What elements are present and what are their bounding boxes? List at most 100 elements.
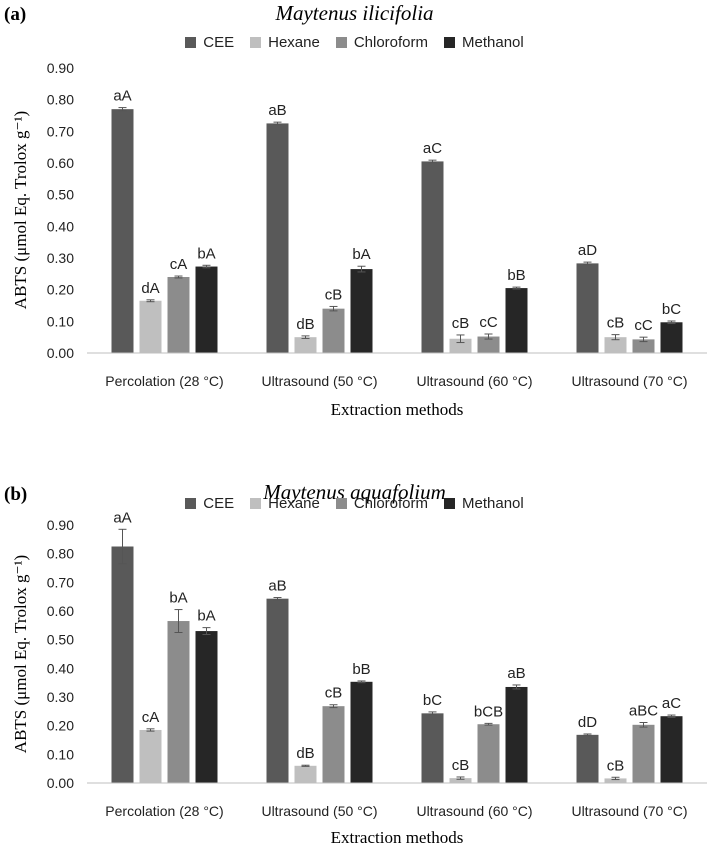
data-label: cB (607, 315, 625, 332)
y-tick-label: 0.90 (47, 517, 74, 533)
data-label: aA (113, 88, 131, 105)
y-tick-label: 0.90 (47, 60, 74, 76)
bar-cee (421, 713, 444, 783)
data-label: bA (197, 608, 215, 625)
data-label: aB (268, 578, 286, 595)
legend-item-chloroform: Chloroform (335, 495, 428, 512)
bar-hexane (139, 729, 162, 783)
data-label: bB (352, 661, 370, 678)
legend-label-hexane: Hexane (268, 34, 320, 51)
y-tick-label: 0.20 (47, 282, 74, 298)
legend-swatch-methanol (444, 498, 455, 509)
legend-swatch-methanol (444, 37, 455, 48)
x-category-label: Ultrasound (60 °C) (416, 373, 532, 389)
bar-chloroform (322, 308, 345, 353)
panel-a: (a) Maytenus ilicifolia CEE Hexane Chlor… (0, 0, 709, 425)
bar-cee (266, 598, 289, 783)
data-label: bB (507, 267, 525, 284)
legend-label-chloroform: Chloroform (353, 495, 428, 512)
panel-letter-b: (b) (4, 484, 28, 505)
legend-label-chloroform: Chloroform (353, 34, 428, 51)
bar-chloroform (632, 724, 655, 783)
chart-a-plot: 0.00 0.10 0.20 0.30 0.40 0.50 0.60 0.70 0.80 0.90… (11, 60, 707, 419)
bar-hexane (294, 765, 317, 783)
bar-chloroform (167, 621, 190, 783)
bar-chloroform (167, 277, 190, 353)
y-axis-title: ABTS (μmol Eq. Trolox g⁻¹) (11, 111, 30, 309)
data-label: bC (662, 301, 681, 318)
chart-b-plot: 0.00 0.10 0.20 0.30 0.40 0.50 0.60 0.70 0.80 0.90… (11, 509, 707, 847)
data-label: dB (296, 316, 314, 333)
data-label: aC (662, 695, 681, 712)
x-category-label: Percolation (28 °C) (105, 373, 223, 389)
bar-methanol (505, 288, 528, 353)
legend-item-hexane: Hexane (250, 34, 320, 51)
bar-methanol (660, 322, 683, 353)
bar-methanol (660, 716, 683, 783)
x-category-label: Ultrasound (60 °C) (416, 803, 532, 819)
legend-swatch-cee (185, 37, 197, 48)
y-tick-label: 0.40 (47, 660, 74, 676)
y-tick-label: 0.10 (47, 746, 74, 762)
legend-swatch-cee (185, 498, 197, 509)
bar-chloroform (632, 339, 655, 353)
y-tick-label: 0.00 (47, 345, 74, 361)
bar-hexane (294, 337, 317, 353)
x-axis-title: Extraction methods (331, 828, 464, 847)
bar-cee (576, 734, 599, 783)
x-category-label: Ultrasound (70 °C) (571, 803, 687, 819)
data-label: aBC (629, 703, 658, 720)
y-tick-label: 0.50 (47, 187, 74, 203)
panel-letter-a: (a) (4, 4, 27, 25)
data-label: cA (170, 256, 188, 273)
bar-cee (421, 161, 444, 353)
data-label: cB (452, 315, 470, 332)
data-label: cB (452, 757, 470, 774)
y-tick-label: 0.30 (47, 250, 74, 266)
x-category-label: Ultrasound (50 °C) (261, 803, 377, 819)
y-tick-label: 0.70 (47, 123, 74, 139)
data-label: cC (479, 314, 498, 331)
y-tick-label: 0.80 (47, 92, 74, 108)
data-label: cB (607, 757, 625, 774)
panel-title-b: Maytenus aquafolium (263, 480, 446, 504)
panel-b: (b) Maytenus aquafolium CEE Hexane Chlor… (0, 425, 709, 851)
data-label: bC (423, 692, 442, 709)
legend-swatch-chloroform (335, 498, 347, 509)
legend-label-hexane: Hexane (268, 495, 320, 512)
x-category-label: Ultrasound (50 °C) (261, 373, 377, 389)
legend-a: CEE Hexane Chloroform Methanol (0, 34, 709, 51)
bar-hexane (604, 337, 627, 353)
bar-chloroform (477, 336, 500, 353)
data-label: cA (142, 709, 160, 726)
bar-hexane (604, 778, 627, 783)
legend-label-cee: CEE (203, 34, 235, 51)
data-label: dD (578, 714, 597, 731)
bar-chloroform (322, 706, 345, 783)
x-axis-title: Extraction methods (331, 400, 464, 419)
data-label: dA (141, 280, 159, 297)
legend-item-cee: CEE (185, 34, 234, 51)
bar-cee (111, 109, 134, 354)
data-label: bA (352, 246, 370, 263)
legend-item-methanol: Methanol (444, 495, 524, 512)
data-label: aA (113, 509, 131, 526)
bar-hexane (139, 300, 162, 353)
legend-label-cee: CEE (203, 495, 235, 512)
panel-title-a: Maytenus ilicifolia (275, 1, 434, 25)
bar-cee (111, 546, 134, 783)
legend-item-hexane: Hexane (250, 495, 320, 512)
y-tick-label: 0.10 (47, 313, 74, 329)
x-category-label: Ultrasound (70 °C) (571, 373, 687, 389)
y-tick-label: 0.60 (47, 603, 74, 619)
legend-swatch-chloroform (335, 37, 347, 48)
data-label: cC (634, 317, 653, 334)
legend-swatch-hexane (250, 498, 262, 509)
y-tick-label: 0.00 (47, 775, 74, 791)
data-label: bCB (474, 703, 503, 720)
y-axis-title: ABTS (μmol Eq. Trolox g⁻¹) (11, 555, 30, 753)
data-label: dB (296, 745, 314, 762)
data-label: aD (578, 242, 597, 259)
bar-methanol (350, 269, 373, 353)
